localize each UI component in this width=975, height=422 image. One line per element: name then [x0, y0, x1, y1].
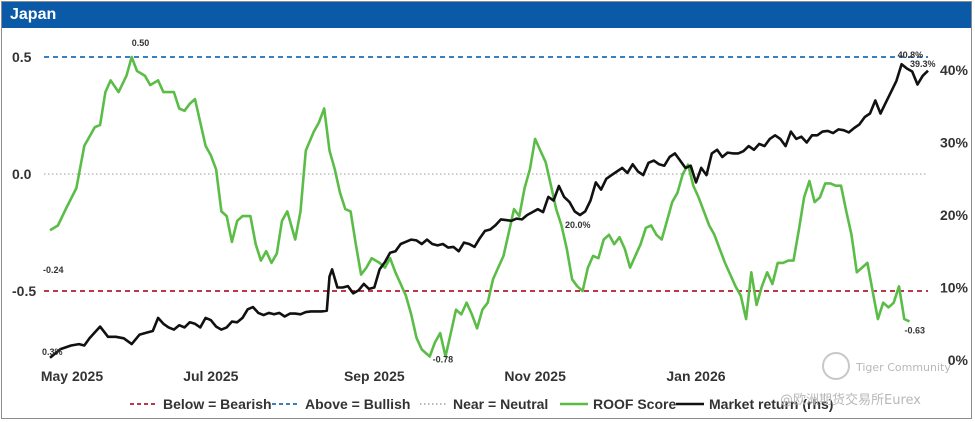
- chart-header: Japan: [2, 2, 971, 28]
- legend-label-4: Market return (rhs): [709, 396, 833, 412]
- x-tick-label-0: May 2025: [41, 368, 103, 384]
- chart-title: Japan: [10, 6, 57, 23]
- series-layer: [49, 55, 929, 359]
- x-tick-label-2: Sep 2025: [344, 368, 405, 384]
- data-label-1: 0.50: [132, 38, 150, 48]
- right-tick-label-2: 20%: [940, 207, 969, 223]
- tiger-logo-icon: [822, 352, 850, 380]
- watermark-line1: Tiger Community: [855, 361, 951, 374]
- data-label-5: 20.0%: [565, 220, 591, 230]
- x-tick-label-3: Nov 2025: [504, 368, 566, 384]
- series-line-0: [49, 55, 911, 358]
- reference-lines: [44, 56, 928, 292]
- data-labels: -0.24 0.50 -0.78 -0.63 0.3% 20.0% 40.8%39.3%: [42, 38, 936, 365]
- data-label-2: -0.78: [433, 355, 454, 365]
- watermark-line2: @欧洲期货交易所Eurex: [780, 392, 921, 408]
- data-label-3: -0.63: [905, 325, 926, 335]
- legend-label-3: ROOF Score: [593, 396, 676, 412]
- right-tick-label-1: 30%: [940, 135, 969, 151]
- data-label-6: 40.8%: [898, 50, 924, 60]
- axes: 0.5 0.0 -0.5 40% 30% 20% 10% 0% May 2025 Jul 2025…: [12, 49, 969, 384]
- data-label-7: 39.3%: [910, 59, 936, 69]
- legend-label-2: Near = Neutral: [453, 396, 548, 412]
- data-label-0: -0.24: [43, 265, 64, 275]
- data-label-4: 0.3%: [42, 347, 63, 357]
- x-tick-label-4: Jan 2026: [666, 368, 725, 384]
- left-tick-label-0: 0.5: [12, 49, 32, 65]
- left-tick-label-1: 0.0: [12, 166, 32, 182]
- legend-label-1: Above = Bullish: [305, 396, 410, 412]
- legend: Below = Bearish Above = Bullish Near = Neu…: [130, 396, 833, 412]
- legend-label-0: Below = Bearish: [163, 396, 272, 412]
- series-line-1: [49, 62, 929, 359]
- right-tick-label-4: 0%: [948, 352, 969, 368]
- watermark: Tiger Community @欧洲期货交易所Eurex: [780, 352, 951, 408]
- right-tick-label-0: 40%: [940, 62, 969, 78]
- left-tick-label-2: -0.5: [12, 283, 36, 299]
- x-tick-label-1: Jul 2025: [183, 368, 238, 384]
- right-tick-label-3: 10%: [940, 280, 969, 296]
